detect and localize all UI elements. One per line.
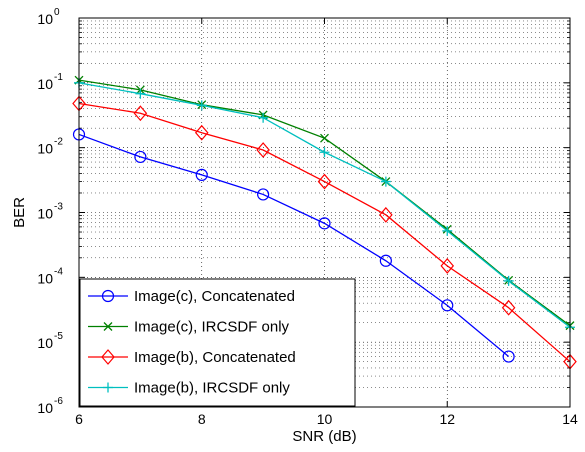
- data-point-marker: [320, 133, 329, 143]
- legend-label: Image(b), Concatenated: [134, 349, 296, 366]
- data-point-marker: [257, 188, 270, 201]
- data-point-marker: [256, 142, 270, 158]
- x-axis-title: SNR (dB): [292, 428, 356, 445]
- y-tick-label: 10: [37, 206, 53, 222]
- data-point-marker: [318, 217, 331, 230]
- x-tick-label: 6: [75, 411, 83, 427]
- data-point-marker: [442, 225, 453, 236]
- data-point-marker: [194, 124, 209, 141]
- y-tick-label: 10: [37, 11, 53, 27]
- y-tick-label: 10: [37, 400, 53, 416]
- series-line: [78, 133, 510, 358]
- data-point-marker: [380, 176, 391, 187]
- legend: Image(c), Concatenated Image(c), IRCSDF o…: [79, 278, 356, 407]
- series-1: [72, 128, 515, 363]
- data-point-marker: [135, 88, 146, 99]
- data-point-marker: [319, 147, 330, 158]
- legend-label: Image(c), Concatenated: [134, 288, 295, 305]
- data-point-marker: [503, 275, 514, 286]
- data-point-marker: [133, 105, 148, 122]
- series-3: [72, 95, 577, 370]
- x-tick-label: 10: [317, 411, 333, 427]
- legend-marker: [101, 349, 115, 365]
- legend-entry: Image(b), Concatenated: [88, 349, 296, 366]
- series-group: [72, 75, 577, 370]
- series-line: [78, 102, 571, 363]
- legend-label: Image(b), IRCSDF only: [134, 380, 290, 397]
- x-tick-label: 12: [439, 411, 455, 427]
- legend-entry: Image(c), Concatenated: [88, 288, 295, 305]
- x-tick-label: 14: [562, 411, 578, 427]
- data-point-marker: [258, 112, 269, 123]
- y-tick-label: 10: [37, 76, 53, 92]
- data-point-marker: [317, 173, 332, 190]
- plot-frame: [78, 17, 571, 408]
- y-tick-label: 10: [37, 270, 53, 286]
- y-tick-exponent: -4: [54, 266, 63, 277]
- y-tick-exponent: -5: [54, 331, 63, 342]
- y-tick-label: 10: [37, 141, 53, 157]
- y-tick-exponent: -2: [54, 137, 63, 148]
- data-point-marker: [196, 100, 207, 111]
- data-point-marker: [379, 254, 392, 267]
- y-tick-label: 10: [37, 335, 53, 351]
- legend-label: Image(c), IRCSDF only: [134, 319, 290, 336]
- y-tick-exponent: 0: [54, 7, 60, 18]
- legend-entry: Image(b), IRCSDF only: [88, 380, 290, 397]
- data-point-marker: [195, 168, 208, 182]
- data-point-marker: [379, 206, 393, 223]
- data-point-marker: [441, 299, 454, 312]
- x-tick-label: 8: [198, 411, 206, 427]
- legend-marker: [103, 382, 113, 393]
- data-point-marker: [134, 150, 147, 164]
- data-point-marker: [440, 257, 455, 274]
- y-tick-exponent: -1: [54, 72, 63, 83]
- legend-box: [79, 278, 356, 407]
- data-point-marker: [502, 350, 515, 363]
- y-axis-title: BER: [11, 197, 28, 228]
- legend-marker: [101, 289, 115, 303]
- y-tick-exponent: -6: [54, 396, 63, 407]
- data-point-marker: [501, 299, 516, 316]
- legend-marker: [103, 322, 113, 331]
- y-tick-exponent: -3: [54, 202, 63, 213]
- legend-entry: Image(c), IRCSDF only: [88, 319, 290, 336]
